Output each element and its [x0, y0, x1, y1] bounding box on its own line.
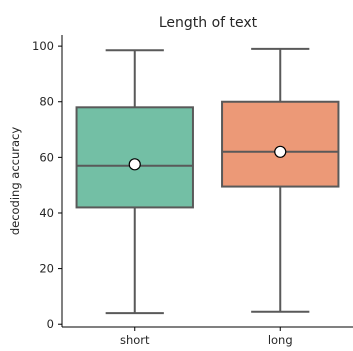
- iqr-box: [75, 106, 194, 209]
- iqr-box: [221, 100, 340, 188]
- y-tick-label: 100: [32, 39, 54, 53]
- plot-area: [75, 47, 340, 315]
- y-axis-label: decoding accuracy: [8, 127, 22, 236]
- y-tick-label: 60: [39, 150, 54, 164]
- x-tick-label: long: [268, 333, 293, 347]
- x-tick-label: short: [120, 333, 150, 347]
- x-axis: short long: [62, 326, 353, 347]
- y-tick-label: 80: [39, 95, 54, 109]
- box-long: [221, 47, 340, 313]
- y-tick-label: 40: [39, 206, 54, 220]
- mean-marker: [274, 145, 287, 158]
- y-axis: 0 20 40 60 80 100: [32, 35, 63, 331]
- mean-marker: [128, 158, 141, 171]
- chart-title: Length of text: [159, 15, 258, 31]
- y-tick-label: 0: [47, 317, 54, 331]
- box-short: [75, 49, 194, 315]
- y-tick-label: 20: [39, 262, 54, 276]
